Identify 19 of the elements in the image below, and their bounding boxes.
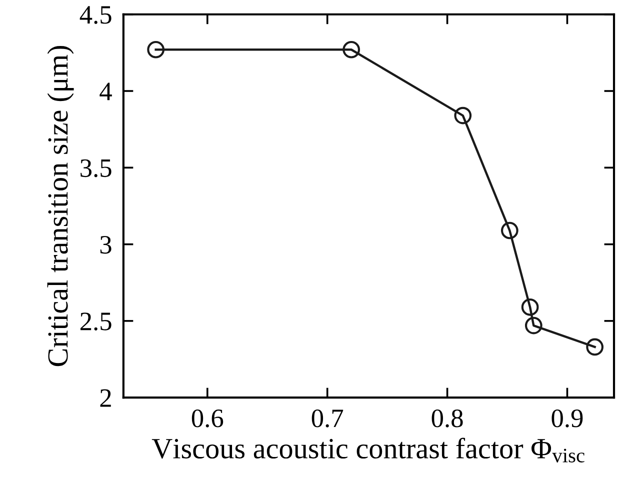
point xyxy=(524,316,542,334)
point xyxy=(342,40,360,58)
y-tick-label: 3.5 xyxy=(80,159,112,178)
point xyxy=(454,106,472,124)
point xyxy=(521,298,539,316)
point xyxy=(147,40,165,58)
x-axis-title: Viscous acoustic contrast factor Φ$_{visc}$ xyxy=(152,438,584,462)
y-tick-label: 4 xyxy=(100,82,112,100)
x-tick-label: 0.9 xyxy=(552,409,583,428)
point xyxy=(586,338,604,356)
y-tick-label: 2 xyxy=(100,389,111,407)
x-tick-label: 0.8 xyxy=(432,409,463,428)
x-tick-label: 0.7 xyxy=(312,409,344,428)
x-tick-label: 0.6 xyxy=(192,409,224,428)
y-tick-label: 3 xyxy=(100,236,112,254)
y-tick-label: 2.5 xyxy=(80,312,112,330)
point xyxy=(500,222,518,240)
y-tick-label: 4.5 xyxy=(80,6,112,24)
y-axis-title: Critical transition size (μm) xyxy=(47,46,74,366)
